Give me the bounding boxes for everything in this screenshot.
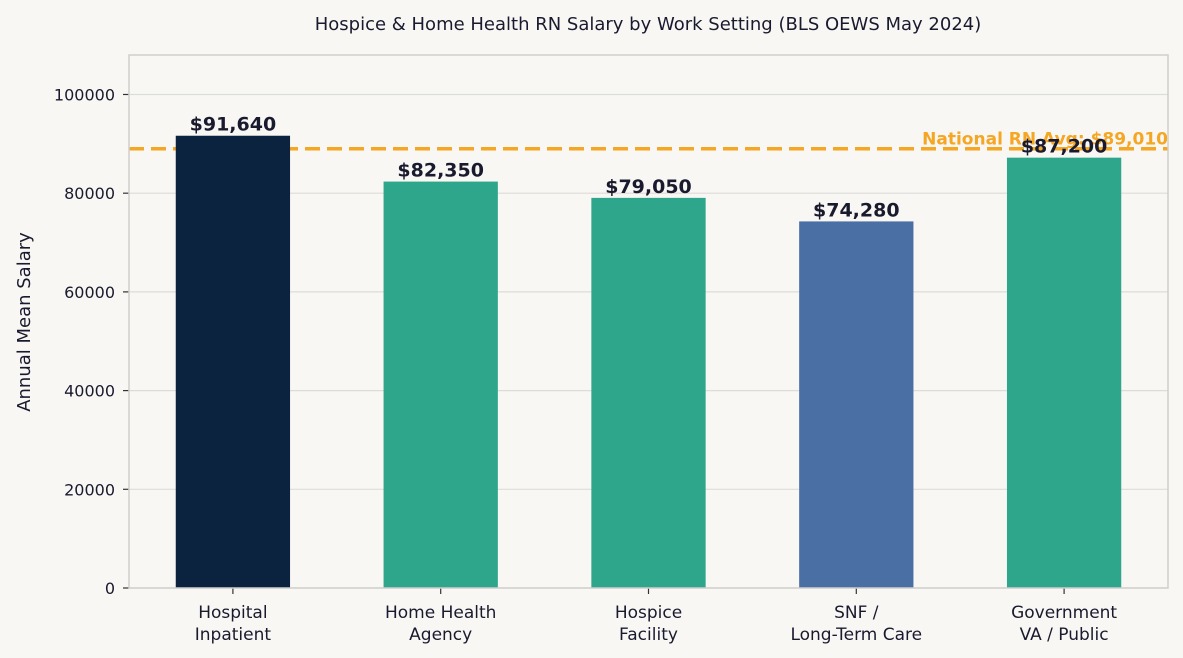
- x-tick-label: Hospice: [615, 603, 682, 623]
- x-tick-label: Home Health: [385, 603, 496, 623]
- x-tick-label: Agency: [409, 625, 472, 645]
- x-tick-label: Inpatient: [195, 625, 272, 645]
- bar: [591, 197, 706, 589]
- plot-frame: [128, 54, 1169, 589]
- x-tick-label: SNF /: [834, 603, 879, 623]
- value-labels: $91,640 $82,350 $79,050 $74,280 $87,200: [190, 114, 1108, 222]
- x-tick-label: Facility: [619, 625, 678, 645]
- x-tick-label: Hospital: [198, 603, 267, 623]
- bars: [175, 135, 1122, 589]
- x-tick-label: VA / Public: [1020, 625, 1109, 645]
- bar-value-label: $74,280: [813, 199, 900, 221]
- national-average-label: National RN Avg: $89,010: [922, 130, 1168, 150]
- x-tick-label: Government: [1011, 603, 1117, 623]
- y-tick-label: 80000: [64, 184, 115, 203]
- bar-value-label: $79,050: [605, 176, 692, 198]
- x-tick-label: Long-Term Care: [790, 625, 922, 645]
- y-axis-label: Annual Mean Salary: [14, 232, 35, 412]
- y-tick-label: 40000: [64, 382, 115, 401]
- bar-value-label: $82,350: [397, 160, 484, 182]
- y-tick-label: 20000: [64, 480, 115, 499]
- bar: [175, 135, 291, 588]
- bar: [383, 181, 498, 588]
- reference-line-group: National RN Avg: $89,010: [129, 130, 1168, 151]
- bar: [799, 221, 914, 589]
- bar-value-label: $91,640: [190, 114, 277, 136]
- chart-title: Hospice & Home Health RN Salary by Work …: [315, 14, 982, 35]
- axes: 0 20000 40000 60000 80000 100000 HospitalInpat…: [54, 54, 1169, 645]
- bar: [1006, 157, 1122, 588]
- y-tick-label: 60000: [64, 283, 115, 302]
- bar-value-label: $87,200: [1021, 136, 1108, 158]
- y-tick-label: 100000: [54, 85, 115, 104]
- y-tick-label: 0: [105, 579, 115, 598]
